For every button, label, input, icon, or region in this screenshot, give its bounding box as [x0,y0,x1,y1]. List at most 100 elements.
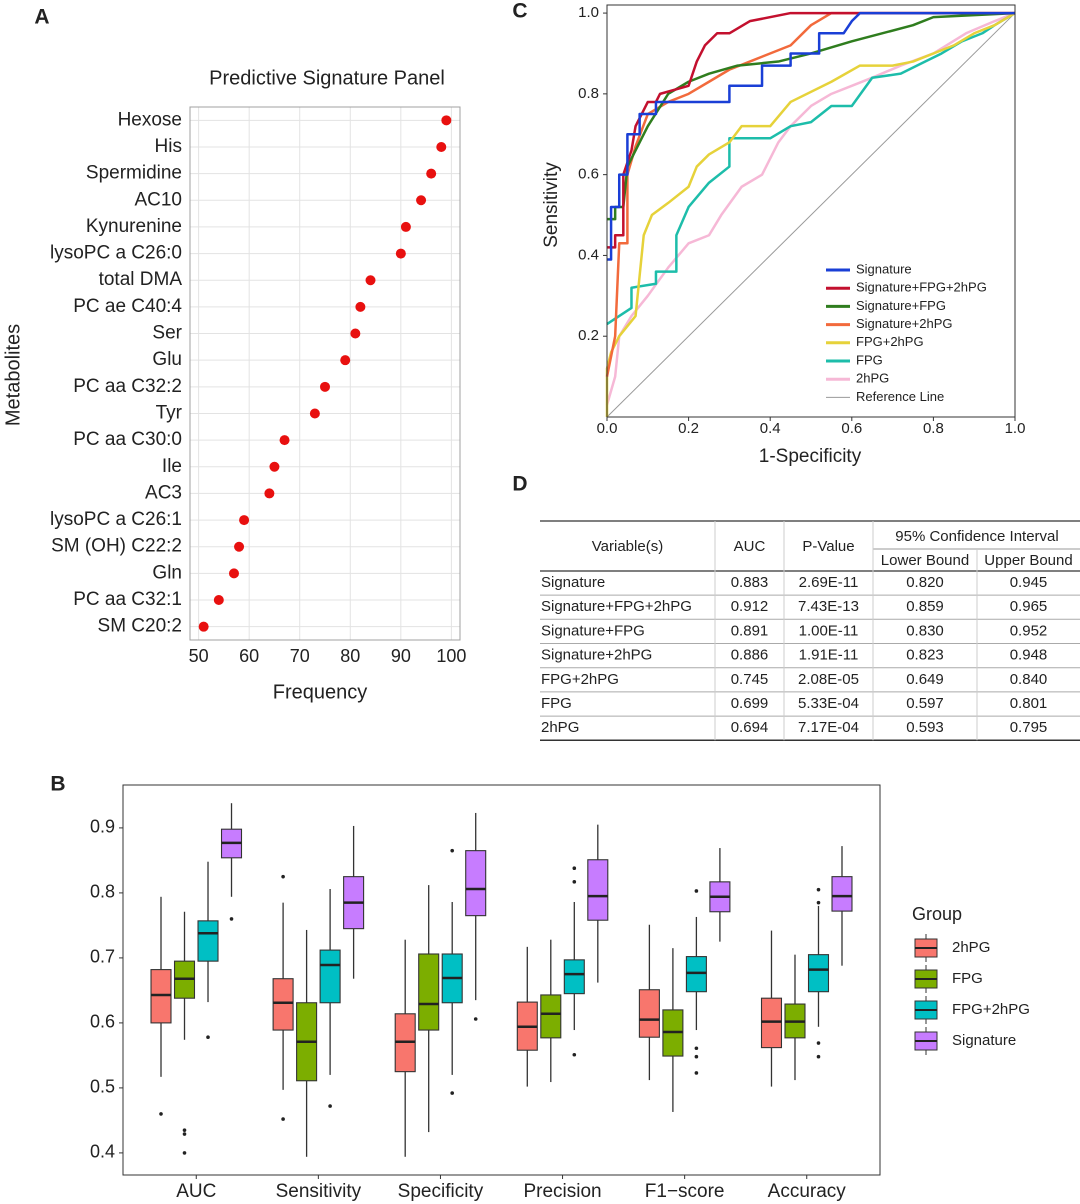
y-tick-label: Glu [152,349,182,370]
outlier [694,889,699,893]
panel-label: B [50,773,65,796]
roc-curve [607,11,1016,221]
table-cell: 0.859 [906,598,944,615]
box [587,859,609,921]
table-cell: 0.891 [731,622,769,639]
box [197,920,219,962]
box [418,953,440,1031]
legend-label: FPG [856,352,883,367]
outlier [328,1104,332,1108]
roc-curve [607,11,1015,261]
dot [426,168,437,179]
table-cell: 0.883 [731,574,769,591]
table-header: AUC [734,538,766,555]
outlier [816,1054,821,1059]
row-label: Signature+FPG [541,622,645,639]
table-cell: 0.912 [731,598,769,615]
box [638,989,660,1038]
table-header: 95% Confidence Interval [895,528,1058,545]
y-tick-label: Kynurenine [86,216,182,237]
row-label: Signature+FPG+2hPG [541,598,692,615]
outlier [229,917,234,921]
outlier [182,1128,187,1132]
box [150,969,172,1024]
y-tick-label: 0.4 [578,246,599,263]
table-header: Variable(s) [592,538,663,555]
outlier [450,848,455,853]
y-tick-label: Ser [152,323,182,344]
box [319,949,341,1004]
table-cell: 5.33E-04 [798,695,859,712]
table-cell: 0.952 [1010,622,1048,639]
dot [239,515,250,526]
table-header: Lower Bound [881,552,969,569]
y-tick-label: PC aa C32:2 [73,376,182,397]
roc-curve [605,12,1016,417]
panel-label: C [512,0,527,23]
y-tick-label: PC ae C40:4 [73,296,182,317]
y-tick-label: AC10 [134,189,182,210]
x-tick-label: 0.8 [923,420,944,437]
dot [340,355,351,366]
x-tick-label: 70 [290,646,310,666]
x-tick-label: AUC [176,1181,216,1202]
dot [269,461,280,472]
legend-box [820,258,1006,412]
legend-label: FPG+2hPG [952,1001,1030,1018]
roc-curve [606,12,1016,326]
table-cell: 0.593 [906,719,944,736]
dot [441,115,452,126]
dot [436,141,447,152]
table-cell: 0.649 [906,671,944,688]
row-label: FPG+2hPG [541,671,619,688]
dot [213,595,224,606]
y-tick-label: 0.9 [90,817,115,837]
x-tick-label: 80 [340,646,360,666]
legend-label: Signature [952,1032,1016,1049]
outlier [572,866,577,870]
box [831,876,853,912]
table-cell: 0.823 [906,647,944,664]
dot [400,221,411,232]
chart-title: Predictive Signature Panel [209,67,445,89]
outlier [182,1132,187,1136]
dot [355,301,366,312]
x-tick-label: 0.0 [597,420,618,437]
roc-curve [607,11,1015,249]
box [563,959,585,995]
dot [198,621,209,632]
outlier [572,1052,577,1057]
y-tick-label: PC aa C32:1 [73,589,182,610]
outlier [450,1091,455,1095]
box [540,994,562,1039]
x-tick-label: F1−score [645,1181,725,1202]
outlier [694,1054,699,1059]
outlier [816,1041,821,1045]
table-cell: 0.965 [1010,598,1048,615]
legend-label: Signature [856,261,912,276]
y-tick-label: 0.6 [90,1012,115,1032]
row-label: 2hPG [541,719,579,736]
outlier [572,880,577,884]
x-tick-label: 0.6 [841,420,862,437]
panel-label: A [34,6,49,29]
y-tick-label: Gln [152,562,182,583]
legend-label: 2hPG [952,939,990,956]
legend-title: Group [912,904,962,924]
dot [309,408,320,419]
table-cell: 0.699 [731,695,769,712]
dot [365,275,376,286]
table-cell: 0.694 [731,719,769,736]
y-tick-label: PC aa C30:0 [73,429,182,450]
legend-label: Signature+FPG [856,298,946,313]
x-tick-label: 50 [189,646,209,666]
y-tick-label: total DMA [99,269,183,290]
table-cell: 1.91E-11 [799,647,859,664]
y-tick-label: SM C20:2 [98,616,182,637]
plot-background [190,107,460,640]
outlier [182,1151,187,1155]
table-cell: 7.17E-04 [798,719,859,736]
y-tick-label: lysoPC a C26:0 [50,243,182,264]
outlier [281,1117,285,1121]
